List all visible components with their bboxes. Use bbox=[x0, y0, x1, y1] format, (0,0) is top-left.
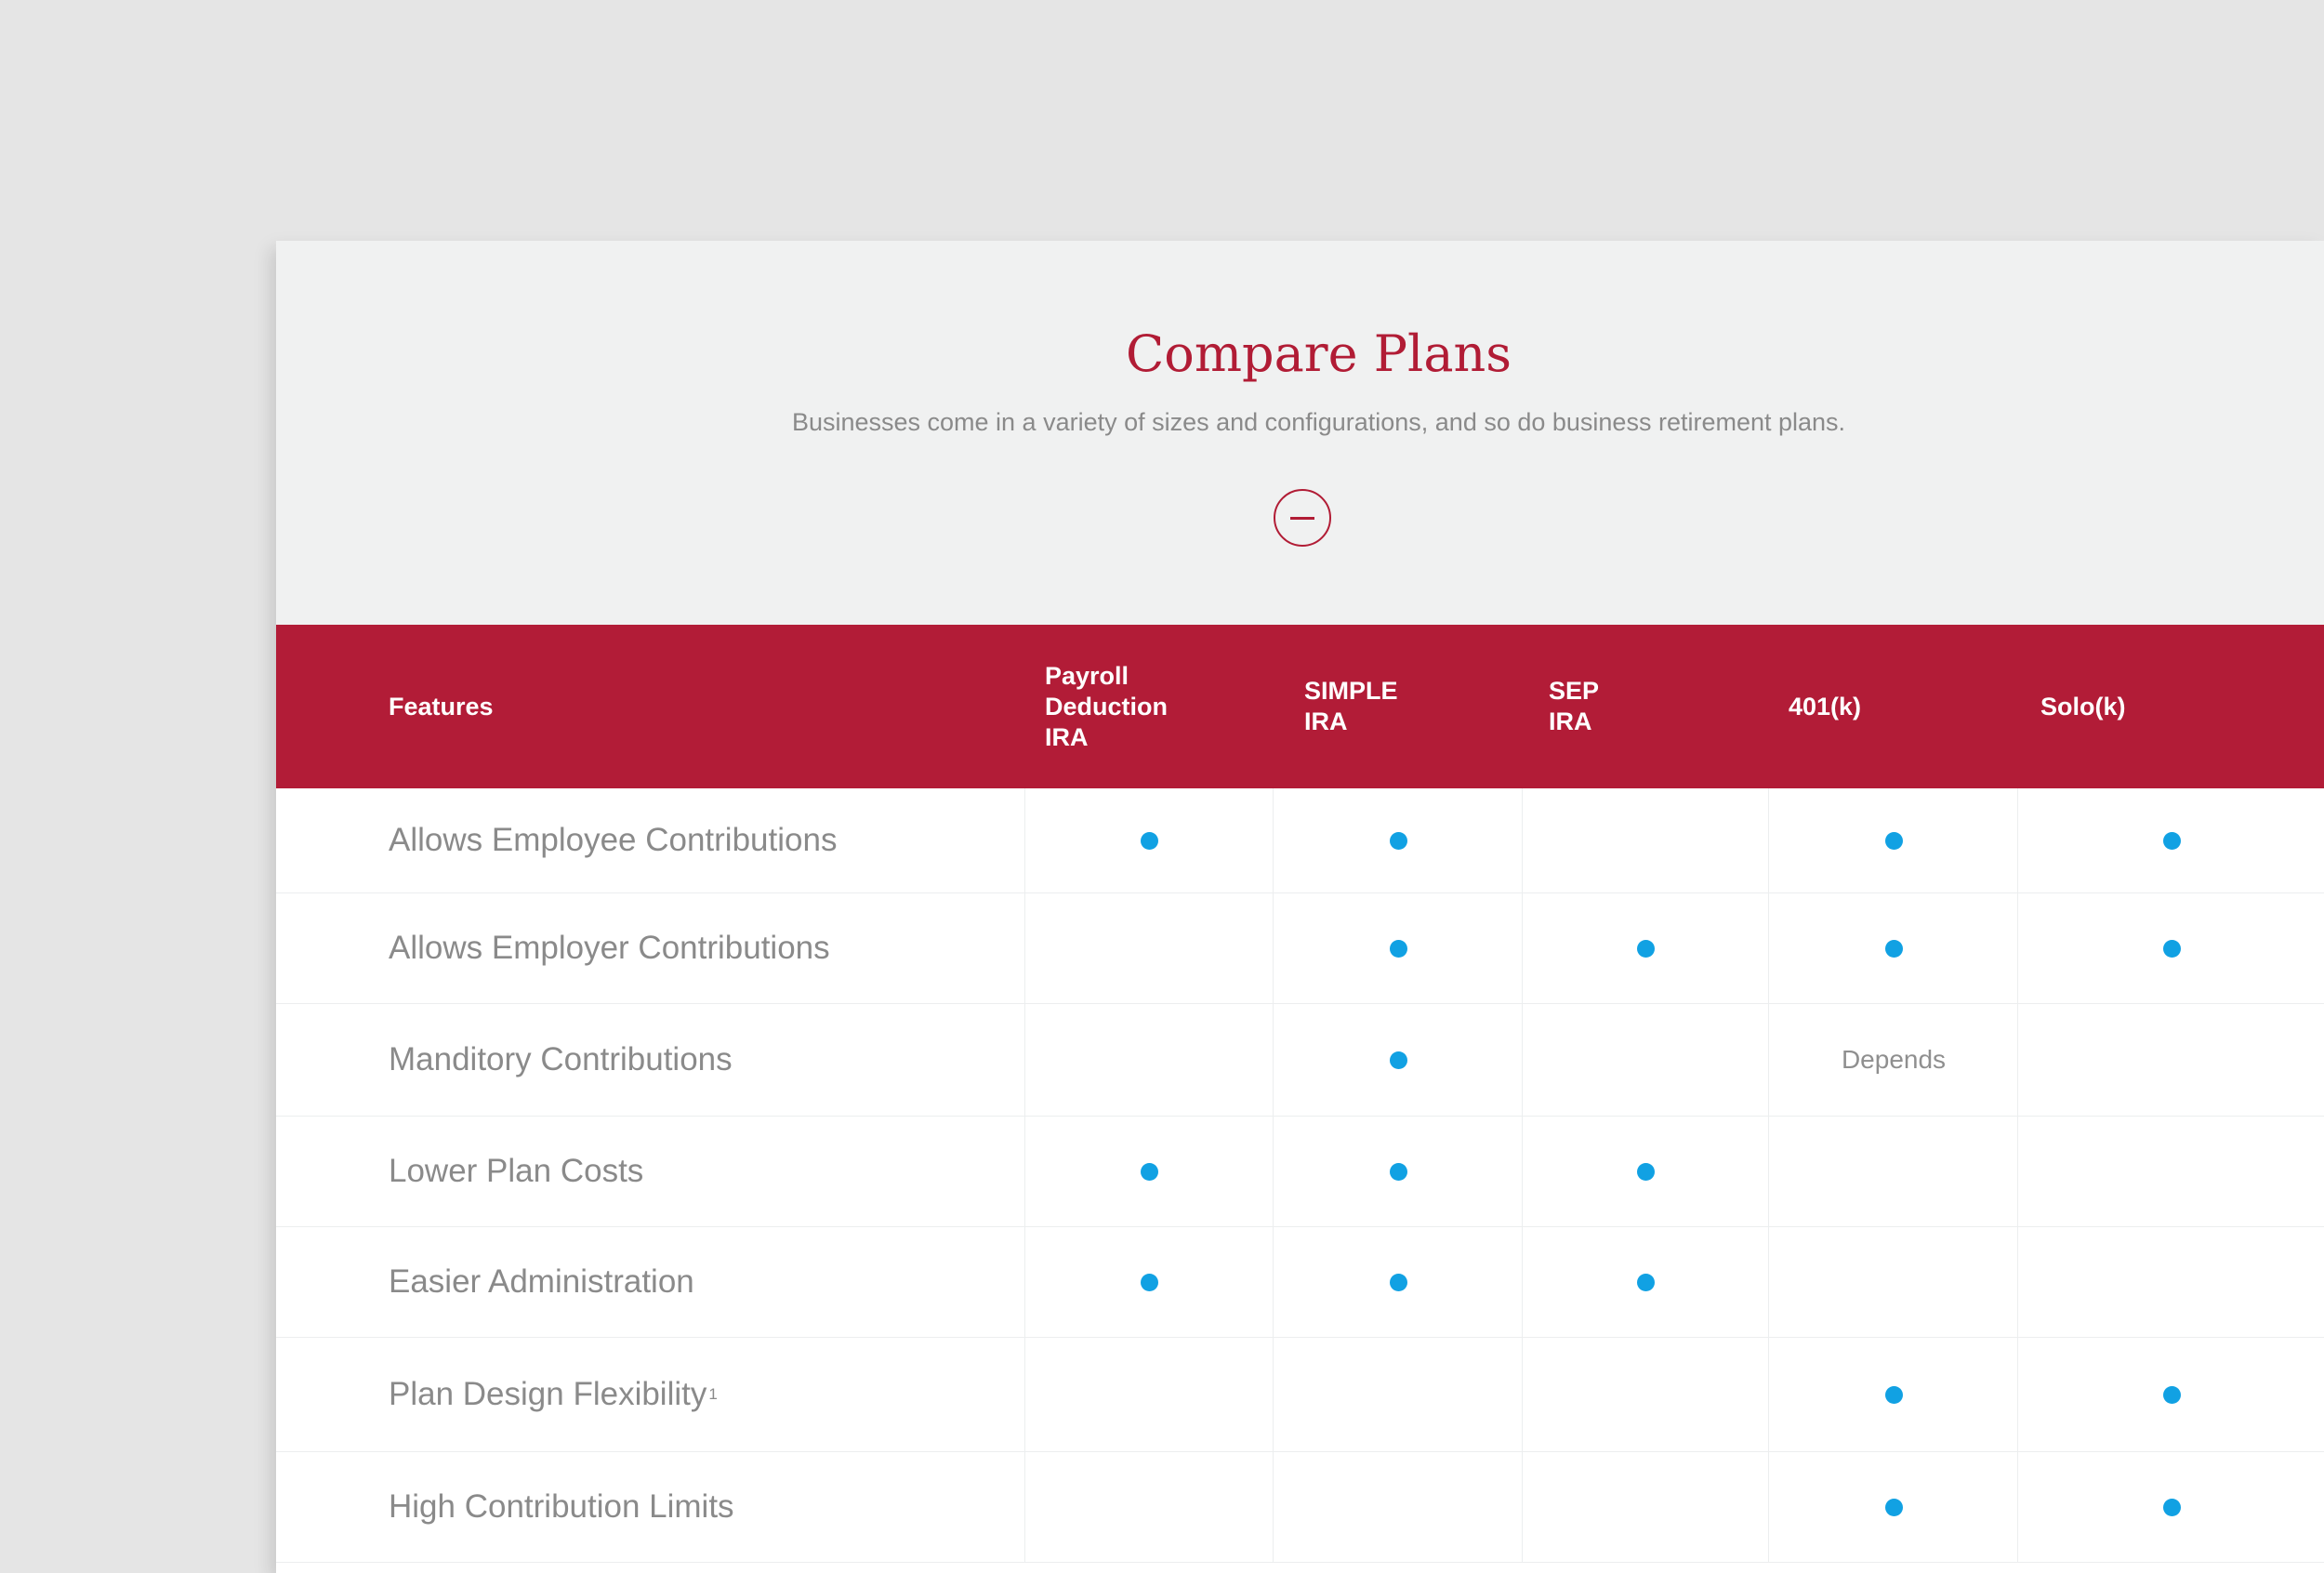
header-label-line: SIMPLE bbox=[1304, 677, 1398, 705]
header-label-line: IRA bbox=[1045, 722, 1089, 751]
header-label-line: Payroll bbox=[1045, 661, 1129, 690]
cell-sep-ira bbox=[1522, 1227, 1769, 1337]
cell-sep-ira bbox=[1522, 788, 1769, 892]
cell-solo-k bbox=[2017, 1117, 2324, 1226]
check-dot-icon bbox=[1884, 1385, 1903, 1404]
feature-label: Allows Employee Contributions bbox=[389, 822, 838, 858]
feature-label: Easier Administration bbox=[389, 1263, 694, 1300]
cell-simple-ira bbox=[1273, 1004, 1523, 1116]
check-dot-icon bbox=[2162, 939, 2181, 958]
cell-401k bbox=[1768, 1452, 2018, 1562]
table-row: High Contribution Limits bbox=[276, 1452, 2324, 1563]
cell-401k bbox=[1768, 1227, 2018, 1337]
cell-payroll-deduction-ira bbox=[1024, 788, 1274, 892]
check-dot-icon bbox=[2162, 1498, 2181, 1516]
table-row: Allows Employer Contributions bbox=[276, 893, 2324, 1004]
check-dot-icon bbox=[1141, 1273, 1158, 1291]
cell-simple-ira bbox=[1273, 1338, 1523, 1451]
comparison-table: Features Payroll Deduction IRA SIMPLE IRA SEP I… bbox=[276, 625, 2324, 1563]
check-dot-icon bbox=[1141, 831, 1158, 850]
cell-401k bbox=[1768, 1117, 2018, 1226]
check-dot-icon bbox=[1884, 1498, 1903, 1516]
feature-label: Lower Plan Costs bbox=[389, 1153, 644, 1189]
table-row: Easier Administration bbox=[276, 1227, 2324, 1338]
cell-solo-k bbox=[2017, 788, 2324, 892]
cell-simple-ira bbox=[1273, 893, 1523, 1003]
cell-simple-ira bbox=[1273, 1117, 1523, 1226]
compare-plans-card: Compare Plans Businesses come in a varie… bbox=[276, 241, 2324, 1573]
cell-sep-ira bbox=[1522, 1117, 1769, 1226]
cell-401k bbox=[1768, 1338, 2018, 1451]
cell-payroll-deduction-ira bbox=[1024, 1004, 1274, 1116]
check-dot-icon bbox=[1389, 939, 1407, 958]
check-dot-icon bbox=[1637, 1162, 1655, 1181]
header-401k: 401(k) bbox=[1789, 625, 1861, 788]
page-title: Compare Plans bbox=[1125, 324, 1512, 383]
check-dot-icon bbox=[1389, 831, 1407, 850]
check-dot-icon bbox=[1141, 1162, 1158, 1181]
check-dot-icon bbox=[2162, 831, 2181, 850]
header-sep-ira: SEP IRA bbox=[1549, 625, 1599, 788]
header-label-line: Deduction bbox=[1045, 692, 1168, 720]
cell-sep-ira bbox=[1522, 1338, 1769, 1451]
cell-401k bbox=[1768, 788, 2018, 892]
header-label-line: Features bbox=[389, 692, 494, 720]
table-row: Allows Employee Contributions bbox=[276, 788, 2324, 893]
header-label-line: IRA bbox=[1549, 707, 1592, 735]
feature-label: Plan Design Flexibility 1 bbox=[389, 1376, 718, 1412]
cell-sep-ira bbox=[1522, 1452, 1769, 1562]
header-label-line: SEP bbox=[1549, 677, 1600, 705]
cell-sep-ira bbox=[1522, 1004, 1769, 1116]
page-subtitle: Businesses come in a variety of sizes an… bbox=[791, 408, 1846, 436]
compare-plans-header: Compare Plans Businesses come in a varie… bbox=[276, 241, 2324, 625]
header-label-line: IRA bbox=[1304, 707, 1348, 735]
cell-401k bbox=[1768, 893, 2018, 1003]
feature-label: High Contribution Limits bbox=[389, 1488, 734, 1525]
cell-solo-k bbox=[2017, 1452, 2324, 1562]
header-simple-ira: SIMPLE IRA bbox=[1304, 625, 1398, 788]
cell-solo-k bbox=[2017, 1004, 2324, 1116]
feature-label: Manditory Contributions bbox=[389, 1041, 733, 1077]
table-body: Allows Employee Contributions Allows Empl… bbox=[276, 788, 2324, 1563]
cell-simple-ira bbox=[1273, 1227, 1523, 1337]
check-dot-icon bbox=[1637, 1273, 1655, 1291]
check-dot-icon bbox=[1389, 1162, 1407, 1181]
table-header: Features Payroll Deduction IRA SIMPLE IRA SEP I… bbox=[276, 625, 2324, 788]
cell-payroll-deduction-ira bbox=[1024, 893, 1274, 1003]
table-row: Lower Plan Costs bbox=[276, 1117, 2324, 1227]
check-dot-icon bbox=[1884, 831, 1903, 850]
minus-icon bbox=[1290, 517, 1314, 520]
cell-payroll-deduction-ira bbox=[1024, 1227, 1274, 1337]
check-dot-icon bbox=[1389, 1273, 1407, 1291]
table-row: Manditory Contributions Depends bbox=[276, 1004, 2324, 1117]
check-dot-icon bbox=[1884, 939, 1903, 958]
feature-label: Allows Employer Contributions bbox=[389, 930, 830, 966]
cell-simple-ira bbox=[1273, 788, 1523, 892]
cell-payroll-deduction-ira bbox=[1024, 1338, 1274, 1451]
cell-payroll-deduction-ira bbox=[1024, 1452, 1274, 1562]
header-label-line: Solo(k) bbox=[2040, 692, 2126, 720]
table-row: Plan Design Flexibility 1 bbox=[276, 1338, 2324, 1452]
cell-401k: Depends bbox=[1768, 1004, 2018, 1116]
header-features: Features bbox=[389, 625, 494, 788]
cell-simple-ira bbox=[1273, 1452, 1523, 1562]
header-payroll-deduction-ira: Payroll Deduction IRA bbox=[1045, 625, 1168, 788]
header-label-line: 401(k) bbox=[1789, 692, 1862, 720]
check-dot-icon bbox=[2162, 1385, 2181, 1404]
collapse-button[interactable] bbox=[1274, 489, 1331, 547]
cell-text: Depends bbox=[1841, 1045, 1947, 1074]
cell-sep-ira bbox=[1522, 893, 1769, 1003]
cell-payroll-deduction-ira bbox=[1024, 1117, 1274, 1226]
cell-solo-k bbox=[2017, 1227, 2324, 1337]
cell-solo-k bbox=[2017, 893, 2324, 1003]
cell-solo-k bbox=[2017, 1338, 2324, 1451]
check-dot-icon bbox=[1389, 1051, 1407, 1069]
check-dot-icon bbox=[1637, 939, 1655, 958]
header-solo-k: Solo(k) bbox=[2040, 625, 2126, 788]
